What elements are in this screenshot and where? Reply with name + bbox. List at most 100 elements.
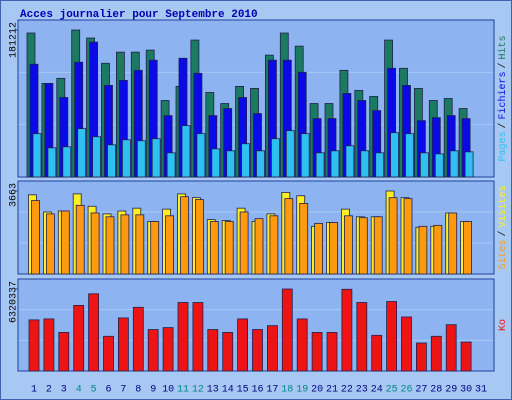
x-tick-label: 25: [386, 385, 398, 396]
bar: [31, 200, 40, 275]
bar: [90, 212, 100, 275]
x-tick-label: 14: [222, 385, 234, 396]
bar: [415, 342, 427, 372]
x-tick-label: 28: [430, 385, 442, 396]
bar: [46, 213, 55, 275]
bar: [330, 150, 340, 178]
x-tick-label: 31: [475, 385, 487, 396]
x-tick-label: 15: [237, 385, 249, 396]
x-tick-label: 13: [207, 385, 219, 396]
bar: [300, 133, 310, 178]
bar: [58, 332, 70, 372]
bar: [43, 318, 55, 372]
bar: [177, 302, 189, 372]
bar: [371, 334, 383, 372]
bar: [135, 214, 145, 275]
bar: [28, 319, 40, 372]
x-tick-label: 23: [356, 385, 368, 396]
bar: [269, 215, 279, 275]
bar: [222, 332, 234, 372]
legend-entry: Pages: [498, 132, 509, 162]
bar: [418, 225, 428, 275]
bar: [433, 224, 443, 275]
bar: [151, 138, 161, 178]
bar: [118, 317, 129, 372]
x-tick-label: 3: [61, 385, 67, 396]
y-tick-label: 6320337: [9, 281, 20, 323]
bar: [150, 221, 160, 275]
bar: [314, 223, 324, 275]
legend-separator: /: [497, 62, 509, 68]
x-tick-label: 5: [91, 385, 97, 396]
chart-title: Acces journalier pour Septembre 2010: [20, 9, 258, 21]
bar: [326, 332, 338, 372]
bar: [256, 150, 265, 178]
bar: [403, 198, 413, 275]
bar: [136, 140, 146, 178]
legend-entry: Visites: [497, 185, 509, 227]
x-tick-label: 19: [296, 385, 308, 396]
bar: [434, 153, 444, 178]
bar: [194, 199, 204, 275]
bar: [388, 197, 398, 275]
bar: [284, 198, 294, 275]
x-tick-label: 6: [105, 385, 111, 396]
bar: [180, 196, 189, 275]
bar: [92, 136, 101, 178]
x-tick-label: 11: [177, 385, 189, 396]
x-tick-label: 26: [400, 385, 412, 396]
bar: [345, 145, 355, 178]
bar: [132, 306, 144, 372]
legend-entry: Ko: [498, 319, 509, 331]
bar: [285, 130, 295, 178]
x-tick-label: 30: [460, 385, 472, 396]
bar: [464, 151, 474, 178]
legend-entry: Hits: [497, 35, 509, 59]
bar: [62, 146, 72, 178]
bar: [419, 152, 429, 178]
bar: [120, 214, 130, 275]
bar: [463, 221, 473, 275]
bar: [107, 144, 116, 178]
bar: [77, 128, 87, 178]
x-tick-label: 12: [192, 385, 204, 396]
legend: Pages / Fichiers / Hits: [497, 35, 509, 161]
legend-entry: Sites: [497, 240, 509, 270]
bar: [166, 152, 176, 178]
x-tick-label: 10: [162, 385, 174, 396]
bar: [405, 133, 414, 178]
bar: [196, 133, 206, 178]
bar: [237, 318, 249, 372]
bar: [329, 222, 338, 275]
bar: [211, 148, 221, 178]
bar: [375, 152, 385, 178]
y-tick-label: 3663: [9, 183, 20, 207]
bar: [192, 302, 204, 372]
bar: [181, 125, 191, 178]
legend-entry: Fichiers: [497, 71, 509, 119]
bar: [296, 318, 308, 372]
bar: [343, 215, 353, 275]
x-tick-label: 2: [46, 385, 52, 396]
x-tick-label: 1: [31, 385, 37, 396]
bar: [266, 325, 278, 372]
bar: [162, 327, 174, 372]
bar: [241, 143, 251, 178]
bar: [401, 316, 412, 372]
bar: [88, 293, 99, 372]
x-tick-label: 7: [120, 385, 126, 396]
x-tick-label: 29: [445, 385, 457, 396]
x-tick-label: 24: [371, 385, 383, 396]
bar: [358, 217, 368, 275]
bar: [252, 329, 263, 372]
bar: [103, 335, 114, 372]
legend: Ko: [498, 319, 509, 331]
bar: [75, 204, 85, 275]
bar: [105, 216, 115, 275]
bar: [270, 138, 280, 178]
x-tick-label: 20: [311, 385, 323, 396]
bar: [449, 150, 459, 178]
bar: [207, 329, 219, 372]
